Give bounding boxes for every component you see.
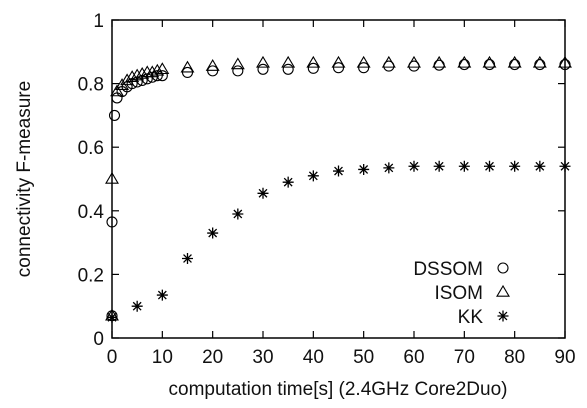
plot-frame: [111, 19, 566, 339]
dssom-point: [332, 62, 345, 74]
dssom-point: [108, 109, 121, 121]
kk-point: [383, 162, 395, 174]
dssom-point: [282, 63, 294, 75]
isom-point: [125, 70, 140, 82]
y-axis-label: connectivity F-measure: [14, 81, 35, 277]
dssom-point: [509, 58, 521, 71]
kk-point: [534, 160, 546, 172]
kk-point: [106, 311, 118, 323]
dssom-point: [483, 58, 496, 71]
legend-marker-kk: [497, 310, 509, 322]
kk-point: [257, 187, 269, 199]
kk-point: [232, 208, 244, 220]
kk-point: [559, 160, 571, 172]
kk-point: [182, 253, 193, 264]
legend-label-isom: ISOM: [434, 283, 483, 304]
isom-point: [457, 55, 472, 68]
kk-point: [484, 160, 495, 172]
y-axis: 0 0.2 0.4 0.6 0.8 1: [78, 11, 565, 350]
kk-point: [433, 160, 445, 172]
isom-point: [155, 62, 170, 75]
series-dssom: [106, 58, 571, 322]
legend: DSSOM ISOM KK: [413, 259, 510, 328]
legend-label-dssom: DSSOM: [413, 259, 483, 280]
x-tick-label: 0: [107, 347, 118, 368]
kk-point: [307, 170, 319, 182]
x-tick-label: 80: [504, 347, 525, 368]
isom-point: [281, 55, 296, 68]
isom-point: [145, 65, 160, 78]
kk-point: [333, 165, 344, 177]
isom-point: [407, 55, 421, 68]
x-tick-label: 60: [403, 347, 424, 368]
isom-point: [306, 55, 321, 68]
dssom-point: [106, 216, 118, 228]
isom-point: [110, 84, 124, 97]
isom-point: [432, 55, 447, 68]
kk-point: [458, 160, 470, 172]
kk-point: [358, 163, 370, 175]
x-tick-label: 50: [353, 347, 374, 368]
dssom-point: [307, 62, 319, 74]
isom-point: [532, 55, 547, 68]
kk-point: [207, 227, 219, 239]
dssom-point: [358, 62, 370, 74]
y-tick-label: 0: [93, 329, 104, 350]
dssom-point: [458, 58, 470, 71]
isom-point: [331, 55, 346, 68]
plot-area: [111, 19, 566, 339]
x-tick-label: 20: [202, 347, 223, 368]
isom-point: [120, 73, 135, 86]
x-tick-label: 90: [554, 347, 575, 368]
legend-label-kk: KK: [458, 307, 484, 328]
series-kk: [106, 160, 571, 323]
series-isom: [105, 55, 572, 321]
y-tick-label: 1: [93, 11, 104, 32]
x-axis-label: computation time[s] (2.4GHz Core2Duo): [169, 379, 508, 400]
x-tick-label: 40: [303, 347, 324, 368]
kk-point: [509, 160, 521, 172]
isom-point: [150, 63, 165, 76]
isom-point: [482, 55, 497, 68]
isom-point: [256, 55, 270, 68]
isom-point: [205, 59, 220, 71]
data-markers: [105, 55, 572, 323]
dssom-point: [257, 63, 269, 75]
isom-point: [381, 55, 396, 68]
dssom-point: [433, 59, 445, 71]
isom-point: [507, 55, 522, 68]
isom-point: [230, 57, 245, 70]
x-tick-label: 70: [454, 347, 475, 368]
y-tick-label: 0.2: [78, 265, 104, 286]
legend-marker-dssom: [497, 262, 509, 274]
x-axis: 0 10 20 30 40 50 60 70 80 90: [107, 20, 576, 368]
dssom-point: [534, 58, 546, 71]
y-tick-label: 0.4: [78, 202, 105, 223]
dssom-point: [207, 65, 219, 77]
isom-point: [356, 55, 371, 68]
x-tick-label: 10: [152, 347, 173, 368]
isom-point: [135, 66, 150, 79]
legend-marker-isom: [496, 284, 510, 297]
dssom-point: [111, 92, 123, 104]
x-tick-label: 30: [252, 347, 273, 368]
dssom-point: [181, 66, 194, 79]
y-tick-label: 0.6: [78, 138, 104, 159]
isom-point: [105, 171, 119, 184]
isom-point: [180, 60, 195, 73]
isom-point: [558, 55, 572, 68]
kk-point: [131, 300, 143, 312]
dssom-point: [232, 65, 244, 77]
y-tick-label: 0.8: [78, 75, 104, 96]
kk-point: [156, 289, 168, 301]
kk-point: [408, 160, 420, 172]
isom-point: [130, 68, 145, 81]
kk-point: [282, 176, 294, 188]
